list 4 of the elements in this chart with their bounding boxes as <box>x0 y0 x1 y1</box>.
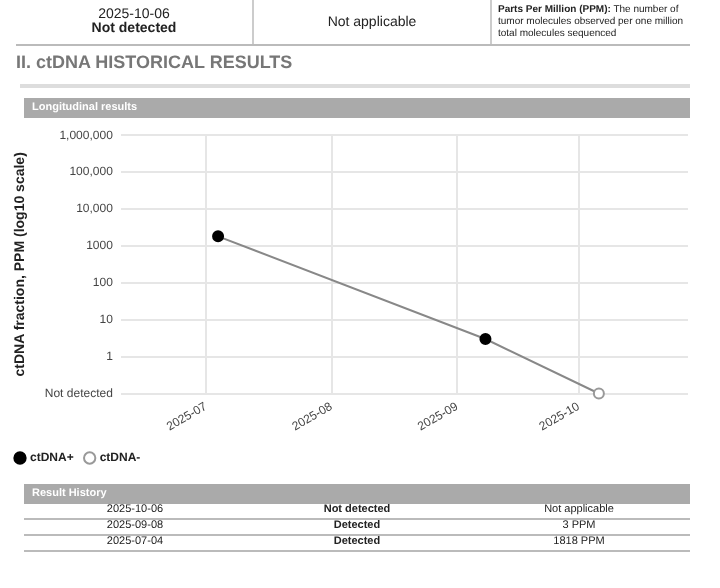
point <box>479 333 492 345</box>
point <box>212 230 225 243</box>
chart-title: II. ctDNA HISTORICAL RESULTS <box>16 52 293 72</box>
point <box>592 387 605 400</box>
